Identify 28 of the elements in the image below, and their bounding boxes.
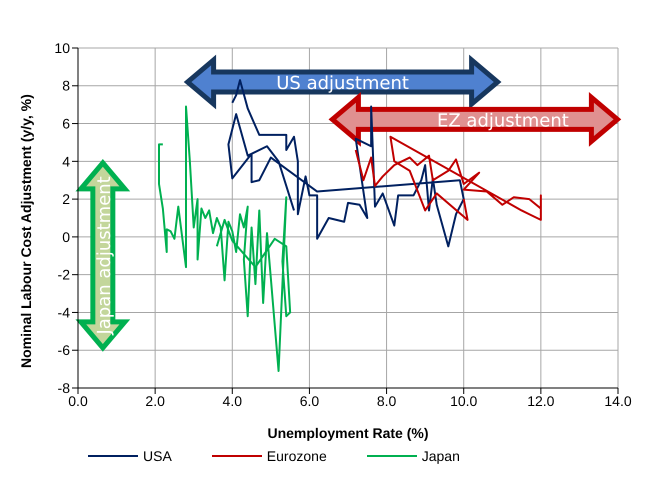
y-tick-label: -6 xyxy=(58,342,70,358)
y-tick-label: 8 xyxy=(62,78,70,94)
x-tick-label: 12.0 xyxy=(527,392,555,409)
y-tick-label: -8 xyxy=(58,380,70,396)
x-tick-label: 8.0 xyxy=(376,392,397,409)
x-tick-label: 4.0 xyxy=(222,392,242,409)
y-tick-label: 2 xyxy=(62,191,70,208)
y-axis-title: Nominal Labour Cost Adjustment (y/y, %) xyxy=(18,94,34,368)
y-tick-label: -2 xyxy=(58,266,70,283)
y-tick-label: 0 xyxy=(62,228,70,245)
annotation: US adjustment xyxy=(276,73,409,94)
line-series xyxy=(354,136,542,221)
x-tick-label: 6.0 xyxy=(300,392,320,409)
legend-label: USA xyxy=(143,448,172,464)
y-tick-label: -4 xyxy=(58,304,70,320)
x-tick-label: 10.0 xyxy=(450,392,478,409)
y-tick-label: 10 xyxy=(54,40,70,56)
x-axis-title: Unemployment Rate (%) xyxy=(267,425,429,441)
line-series xyxy=(158,106,292,372)
legend-label: Japan xyxy=(422,448,460,464)
x-tick-label: 2.0 xyxy=(145,392,166,409)
legend-label: Eurozone xyxy=(266,448,327,464)
x-tick-label: 14.0 xyxy=(604,392,632,409)
y-tick-label: 6 xyxy=(62,116,70,132)
annotation: EZ adjustment xyxy=(436,110,569,132)
y-tick-label: 4 xyxy=(62,153,70,170)
annotation: Japan adjustment xyxy=(94,176,115,336)
x-tick-label: 0.0 xyxy=(68,392,88,409)
